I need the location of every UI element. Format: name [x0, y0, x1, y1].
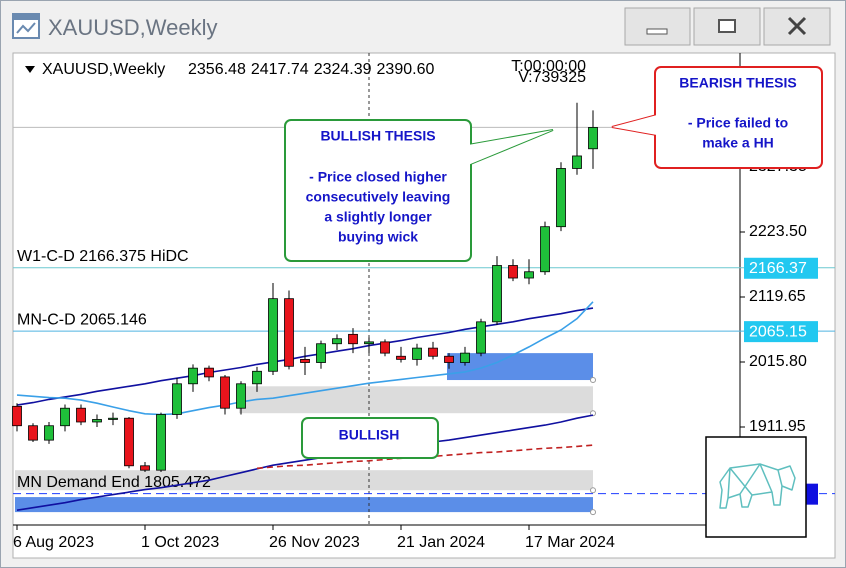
candle-body	[124, 417, 134, 467]
price-tag	[744, 257, 818, 279]
moving-average	[16, 301, 594, 416]
candle-body	[12, 405, 22, 427]
candle-body	[284, 298, 294, 367]
candle-body	[588, 127, 598, 150]
window-title: XAUUSD,Weekly	[48, 15, 218, 40]
candle-body	[524, 271, 534, 279]
x-tick-label: 6 Aug 2023	[13, 534, 94, 551]
candle-body	[140, 465, 150, 471]
candle-body	[508, 265, 518, 279]
candle-body	[156, 414, 166, 471]
candle-body	[300, 358, 310, 363]
moving-average	[256, 444, 594, 470]
x-tick-label: 17 Mar 2024	[525, 534, 615, 551]
level-label: W1-C-D 2166.375 HiDC	[17, 248, 189, 265]
callout: BULLISH	[301, 417, 439, 459]
candle-body	[236, 383, 246, 409]
candle-body	[396, 355, 406, 360]
chart-header-ohlc: 2356.48 2417.74 2324.39 2390.60	[188, 61, 434, 78]
zone-anchor	[590, 377, 596, 384]
candle-body	[476, 321, 486, 354]
candle-body	[108, 417, 118, 420]
candle-body	[76, 407, 86, 423]
callout-text: - Price closed higher	[309, 169, 447, 185]
level-label: MN-C-D 2065.146	[17, 311, 147, 328]
zone-anchor	[590, 509, 596, 516]
zone-anchor	[590, 487, 596, 494]
close-button[interactable]	[763, 7, 831, 46]
candle-body	[492, 265, 502, 323]
ohlc-value: 2417.74	[251, 61, 309, 78]
ohlc-value: 2324.39	[314, 61, 372, 78]
ohlc-value: 2356.48	[188, 61, 246, 78]
candle-body	[204, 367, 214, 378]
price-tag	[744, 321, 818, 343]
candle-body	[316, 343, 326, 363]
y-tick-label: 1911.95	[749, 418, 806, 435]
candle-body	[540, 226, 550, 273]
callout-pointer-cover	[468, 130, 553, 165]
candle-body	[220, 376, 230, 409]
callout-box	[301, 417, 439, 459]
callout: BEARISH THESIS - Price failed to make a HH	[611, 66, 823, 169]
y-tick-label: 2119.65	[749, 288, 806, 305]
bar-timer: T:00:00:00	[511, 58, 586, 75]
window-icon	[12, 13, 40, 39]
candle-body	[28, 425, 38, 441]
x-tick-label: 1 Oct 2023	[141, 534, 219, 551]
candle-body	[268, 298, 278, 372]
price-zone	[15, 470, 593, 491]
callout-text: BEARISH THESIS	[679, 75, 796, 91]
logo-bear	[719, 463, 796, 509]
candle-body	[188, 367, 198, 385]
price-zone	[15, 497, 593, 513]
callout-box	[284, 119, 472, 262]
x-tick-label: 21 Jan 2024	[397, 534, 485, 551]
y-tick-label: 2015.80	[749, 353, 807, 370]
candle-body	[364, 341, 374, 345]
candle-body	[172, 383, 182, 415]
candle-body	[412, 347, 422, 360]
level-label: MN Demand End 1805.472	[17, 474, 211, 491]
candle-body	[572, 155, 582, 169]
candle-body	[460, 352, 470, 363]
callout-text: buying wick	[338, 229, 418, 245]
minimize-button[interactable]	[624, 7, 691, 46]
price-zone	[447, 353, 593, 381]
symbol-menu-arrow[interactable]	[25, 66, 35, 73]
callout-text: - Price failed to	[688, 115, 788, 131]
candle-body	[428, 347, 438, 357]
y-tick-label: 2223.50	[749, 223, 807, 240]
candle-body	[556, 168, 566, 228]
callout-text: a slightly longer	[324, 209, 432, 225]
bar-volume: V:739325	[518, 69, 586, 86]
price-tag-label: 2065.15	[749, 323, 807, 340]
logo-box	[705, 436, 807, 538]
callout-pointer-cover	[612, 115, 657, 135]
callout-text: consecutively leaving	[306, 189, 451, 205]
callout-text: BULLISH	[339, 427, 400, 443]
candle-body	[380, 341, 390, 354]
callout: BULLISH THESIS - Price closed higher conse…	[284, 119, 554, 262]
price-tag-label: 2166.37	[749, 260, 807, 277]
moving-average	[16, 414, 594, 511]
maximize-button[interactable]	[693, 7, 761, 46]
callout-text: BULLISH THESIS	[320, 128, 435, 144]
candle-body	[92, 419, 102, 423]
price-zone	[239, 386, 593, 414]
candle-body	[444, 355, 454, 363]
candle-body	[252, 370, 262, 385]
candle-body	[332, 338, 342, 345]
candle-body	[44, 425, 54, 441]
x-tick-label: 26 Nov 2023	[269, 534, 360, 551]
bear-logo	[705, 436, 807, 538]
chart-header-title: XAUUSD,Weekly	[42, 61, 165, 78]
candle-body	[348, 333, 358, 345]
ohlc-value: 2390.60	[377, 61, 435, 78]
callout-text: make a HH	[702, 135, 774, 151]
candle-body	[60, 407, 70, 427]
